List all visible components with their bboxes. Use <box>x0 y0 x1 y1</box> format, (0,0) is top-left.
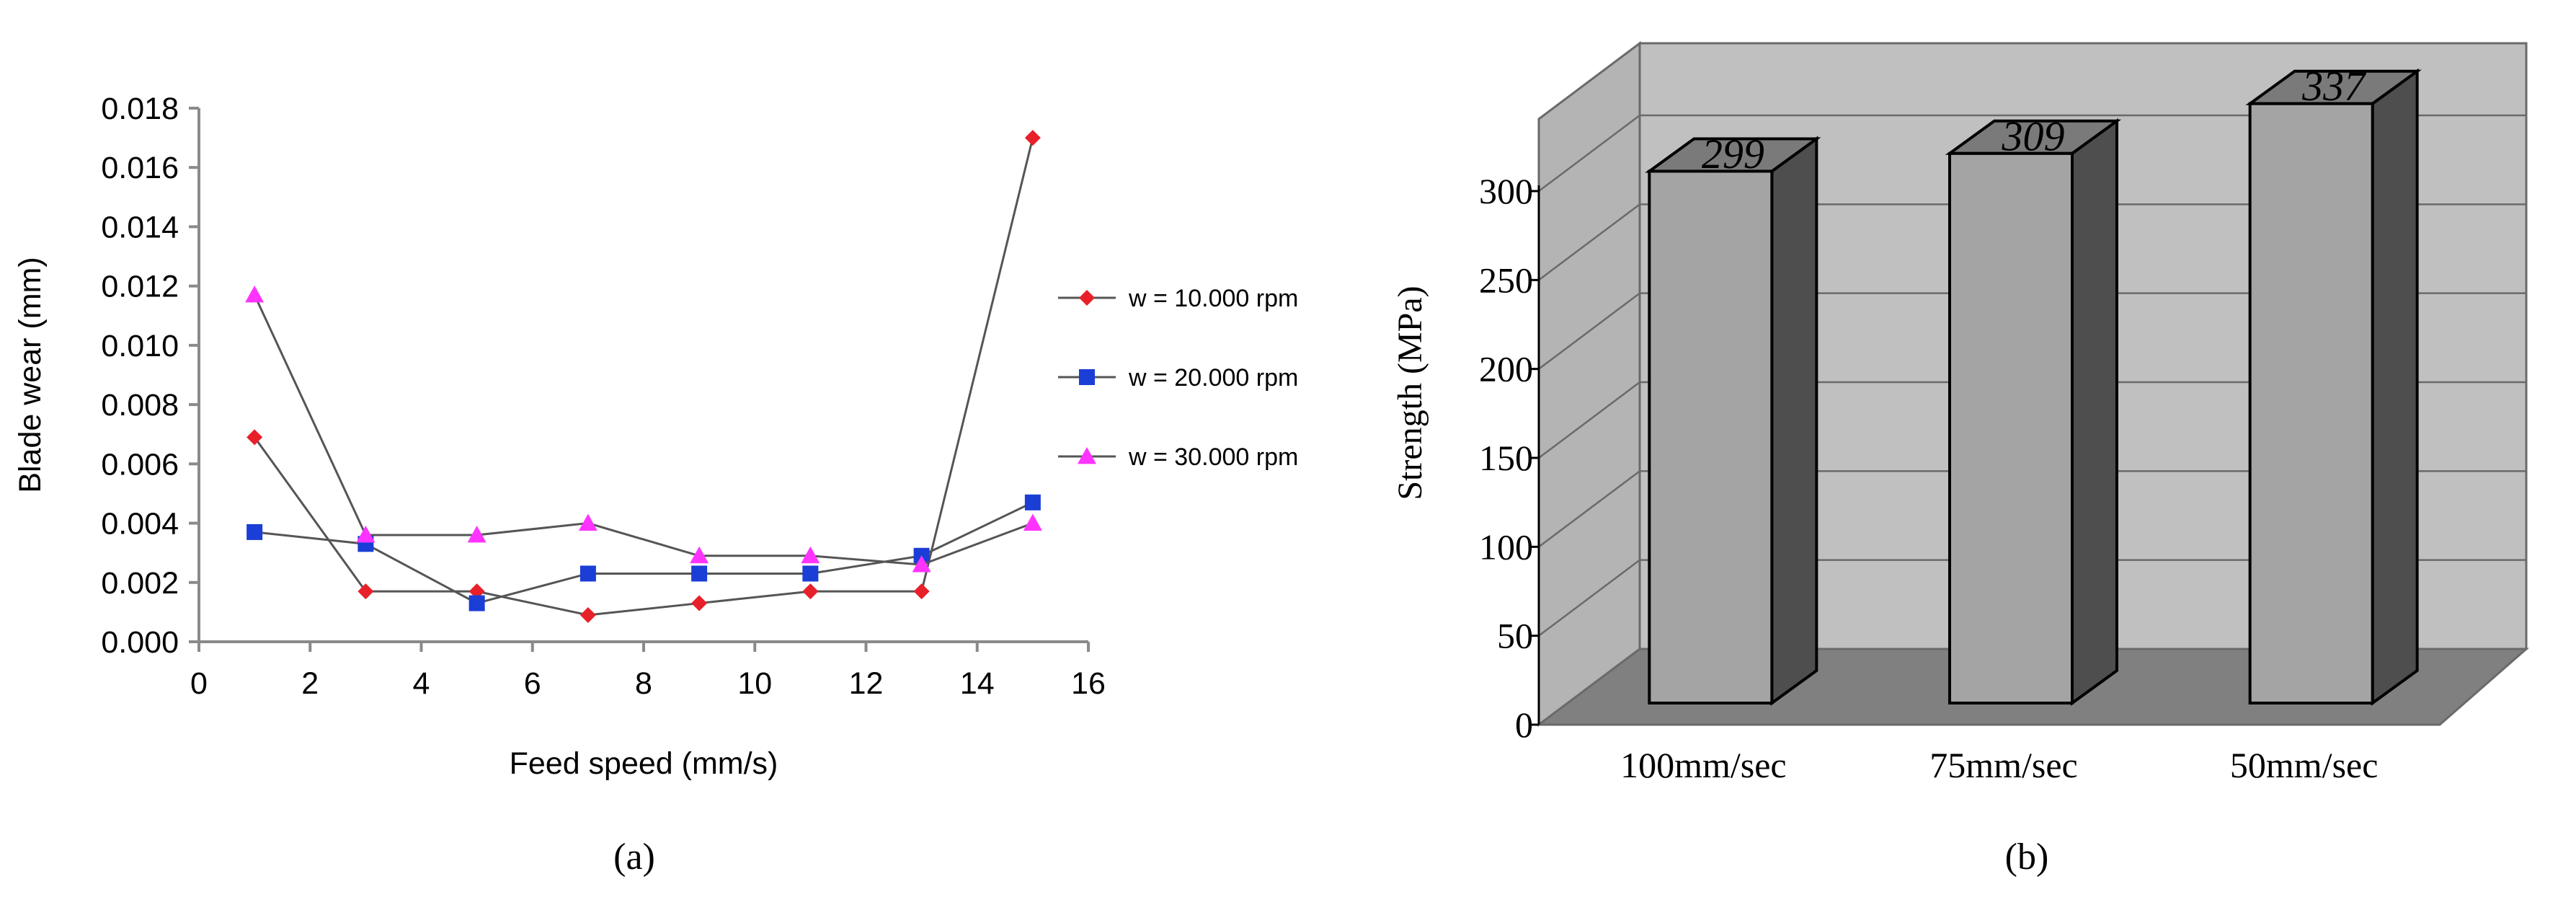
chart-a-point <box>247 524 263 540</box>
chart-b-x-tick-label: 50mm/sec <box>2230 745 2379 785</box>
chart-a-y-tick-label: 0.010 <box>101 329 179 363</box>
chart-a-x-tick-label: 16 <box>1071 666 1106 701</box>
chart-b-gridline-side <box>1538 292 1640 370</box>
chart-b-y-tick-label: 100 <box>1479 526 1533 567</box>
chart-b-gridline-side <box>1538 381 1640 459</box>
chart-b-y-ticks: 0 50 100 150 200 250 300 <box>1479 171 1540 745</box>
chart-b-x-ticks: 100mm/sec 75mm/sec 50mm/sec <box>1620 745 2378 785</box>
chart-a-point <box>912 555 931 573</box>
chart-a-y-tick-label: 0.008 <box>101 388 179 423</box>
chart-b-x-tick-label: 75mm/sec <box>1929 745 2078 785</box>
chart-a-series-line <box>253 137 1034 617</box>
chart-a-legend-label: w = 30.000 rpm <box>1128 443 1298 471</box>
chart-a-legend-item: w = 10.000 rpm <box>1058 285 1298 312</box>
chart-b-bar-side <box>1770 136 1818 706</box>
chart-a-y-ticks: 0.000 0.002 0.004 0.006 0.008 0.010 0.012 0.014… <box>101 92 199 660</box>
chart-b-bar-front <box>1948 151 2074 705</box>
chart-a-series-3 <box>245 286 1042 573</box>
chart-a-y-tick-label: 0.014 <box>101 210 179 244</box>
chart-a-point <box>245 286 265 303</box>
chart-a-series <box>245 130 1042 623</box>
chart-a-legend-marker <box>1079 290 1095 306</box>
chart-a-panel-label: (a) <box>613 836 655 878</box>
chart-b-bar-front <box>2248 102 2374 704</box>
chart-b-data-label: 299 <box>1702 131 1764 177</box>
chart-b-panel-label: (b) <box>2005 836 2049 878</box>
chart-a-x-tick-label: 0 <box>190 666 208 701</box>
chart-a-point <box>691 565 708 582</box>
chart-a-y-tick-label: 0.006 <box>101 447 179 482</box>
chart-a-x-ticks: 0 2 4 6 8 10 12 14 16 <box>190 642 1106 701</box>
chart-a-series-line <box>254 501 1034 605</box>
chart-a-legend-label: w = 10.000 rpm <box>1128 285 1298 312</box>
chart-a-point <box>356 526 376 543</box>
chart-a-legend-marker <box>1079 369 1095 385</box>
chart-b-bar: 337 <box>2245 63 2422 706</box>
chart-b-y-tick-label: 250 <box>1479 260 1533 300</box>
chart-a-x-tick-label: 2 <box>301 666 319 701</box>
chart-b-bar: 309 <box>1945 112 2122 706</box>
chart-a-point <box>357 583 374 600</box>
chart-a-y-tick-label: 0.012 <box>101 270 179 304</box>
chart-b-gridline-side <box>1538 203 1640 281</box>
chart-a-x-tick-label: 14 <box>960 666 995 701</box>
chart-a-legend-marker <box>1078 447 1096 464</box>
chart-a-y-label: Blade wear (mm) <box>13 257 48 492</box>
chart-a-line: 0.000 0.002 0.004 0.006 0.008 0.010 0.012 0.014… <box>13 92 1298 878</box>
chart-a-x-tick-label: 8 <box>635 666 652 701</box>
chart-a-point <box>690 546 709 564</box>
chart-b-gridline-side <box>1538 470 1640 548</box>
chart-a-point <box>801 546 820 564</box>
chart-a-point <box>1023 513 1042 531</box>
chart-a-point <box>578 513 598 531</box>
chart-a-point <box>247 429 263 446</box>
chart-a-y-tick-label: 0.000 <box>101 625 179 660</box>
chart-b-y-label: Strength (MPa) <box>1391 286 1429 500</box>
chart-a-point <box>579 565 596 582</box>
chart-a-point <box>467 526 487 543</box>
chart-a-legend-item: w = 20.000 rpm <box>1058 364 1298 392</box>
chart-a-legend-item: w = 30.000 rpm <box>1058 443 1298 471</box>
chart-a-y-tick-label: 0.004 <box>101 507 179 542</box>
chart-b-x-tick-label: 100mm/sec <box>1620 745 1787 785</box>
chart-a-point <box>691 595 708 611</box>
chart-b-y-tick-label: 300 <box>1479 171 1533 211</box>
chart-a-x-tick-label: 4 <box>413 666 430 701</box>
chart-b-bar-side <box>2071 118 2118 706</box>
chart-a-series-1 <box>247 130 1041 623</box>
chart-a-x-tick-label: 6 <box>524 666 541 701</box>
chart-a-x-label: Feed speed (mm/s) <box>510 746 778 781</box>
chart-b-data-label: 337 <box>2301 63 2366 110</box>
chart-b-y-tick-label: 150 <box>1479 438 1533 478</box>
chart-b-data-label: 309 <box>2002 112 2065 159</box>
chart-a-x-tick-label: 10 <box>737 666 772 701</box>
chart-a-point <box>579 607 596 623</box>
chart-a-point <box>1024 494 1041 511</box>
chart-a-series-line <box>253 294 1034 566</box>
chart-a-point <box>802 565 819 582</box>
chart-b-3d-bar: 299 309 337 0 50 100 150 200 250 300 100mm/sec 75… <box>1391 41 2529 878</box>
chart-b-gridline-side <box>1538 559 1640 637</box>
chart-b-y-tick-label: 0 <box>1515 704 1533 745</box>
chart-b-y-tick-label: 200 <box>1479 349 1533 389</box>
chart-a-y-tick-label: 0.002 <box>101 566 179 601</box>
chart-a-point <box>802 583 819 600</box>
chart-a-y-tick-label: 0.016 <box>101 151 179 185</box>
chart-b-gridline-side <box>1538 115 1640 192</box>
chart-b-bar: 299 <box>1645 131 1821 706</box>
chart-b-bar-side <box>2371 68 2419 706</box>
chart-a-legend: w = 10.000 rpm w = 20.000 rpm w = 30.000 r… <box>1058 285 1298 471</box>
chart-a-x-tick-label: 12 <box>849 666 884 701</box>
chart-a-y-tick-label: 0.018 <box>101 92 179 126</box>
chart-a-point <box>913 583 930 600</box>
chart-b-y-tick-label: 50 <box>1497 616 1533 656</box>
chart-b-bar-front <box>1648 169 1774 704</box>
chart-a-point <box>468 595 485 611</box>
chart-a-point <box>1024 130 1041 146</box>
chart-b-bars: 299 309 337 <box>1645 63 2422 706</box>
chart-b-side-wall <box>1537 41 1641 727</box>
chart-a-legend-label: w = 20.000 rpm <box>1128 364 1298 392</box>
